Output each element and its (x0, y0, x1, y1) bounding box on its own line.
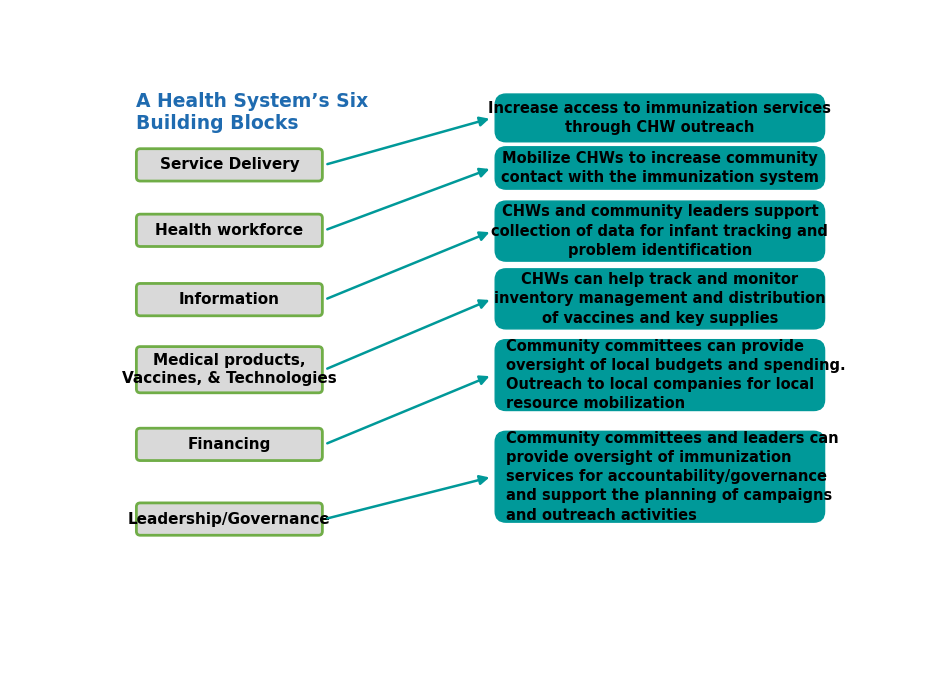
Text: A Health System’s Six
Building Blocks: A Health System’s Six Building Blocks (137, 92, 369, 133)
FancyBboxPatch shape (137, 503, 322, 535)
Text: Information: Information (179, 292, 280, 307)
FancyBboxPatch shape (495, 269, 825, 329)
Text: Service Delivery: Service Delivery (159, 157, 300, 172)
FancyBboxPatch shape (137, 347, 322, 393)
Text: Community committees can provide
oversight of local budgets and spending.
Outrea: Community committees can provide oversig… (506, 338, 845, 411)
FancyBboxPatch shape (495, 94, 825, 142)
FancyBboxPatch shape (495, 147, 825, 189)
FancyBboxPatch shape (137, 214, 322, 247)
Text: Mobilize CHWs to increase community
contact with the immunization system: Mobilize CHWs to increase community cont… (501, 151, 819, 185)
FancyBboxPatch shape (137, 428, 322, 460)
Text: Health workforce: Health workforce (155, 223, 303, 238)
Text: Increase access to immunization services
through CHW outreach: Increase access to immunization services… (489, 101, 831, 135)
FancyBboxPatch shape (137, 283, 322, 316)
Text: CHWs and community leaders support
collection of data for infant tracking and
pr: CHWs and community leaders support colle… (491, 204, 828, 258)
FancyBboxPatch shape (495, 431, 825, 522)
Text: Medical products,
Vaccines, & Technologies: Medical products, Vaccines, & Technologi… (122, 353, 337, 386)
FancyBboxPatch shape (495, 201, 825, 261)
FancyBboxPatch shape (137, 148, 322, 181)
FancyBboxPatch shape (495, 340, 825, 411)
Text: CHWs can help track and monitor
inventory management and distribution
of vaccine: CHWs can help track and monitor inventor… (494, 272, 826, 326)
Text: Financing: Financing (188, 437, 271, 452)
Text: Community committees and leaders can
provide oversight of immunization
services : Community committees and leaders can pro… (506, 431, 839, 522)
Text: Leadership/Governance: Leadership/Governance (128, 511, 330, 526)
